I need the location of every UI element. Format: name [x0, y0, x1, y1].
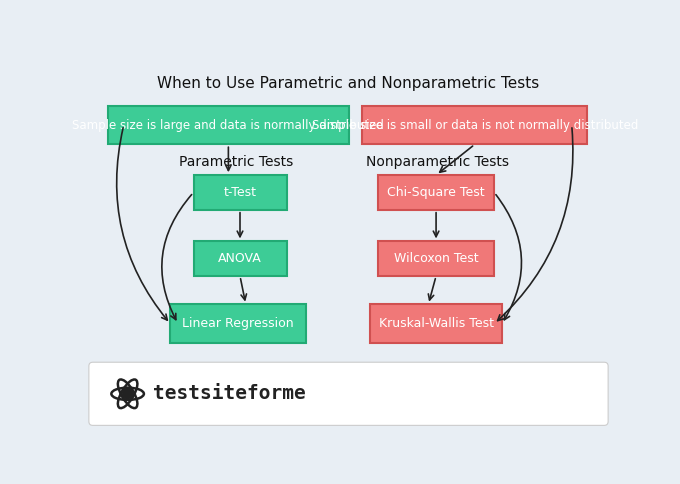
FancyBboxPatch shape: [89, 362, 608, 425]
FancyBboxPatch shape: [108, 106, 348, 144]
Text: When to Use Parametric and Nonparametric Tests: When to Use Parametric and Nonparametric…: [157, 76, 540, 91]
Text: Sample size is small or data is not normally distributed: Sample size is small or data is not norm…: [311, 119, 638, 132]
Text: t-Test: t-Test: [224, 186, 256, 199]
FancyBboxPatch shape: [194, 175, 286, 210]
FancyBboxPatch shape: [170, 304, 306, 343]
FancyBboxPatch shape: [378, 175, 494, 210]
Text: Chi-Square Test: Chi-Square Test: [388, 186, 485, 199]
Circle shape: [122, 388, 133, 399]
FancyBboxPatch shape: [194, 242, 286, 276]
Text: Parametric Tests: Parametric Tests: [179, 155, 293, 169]
Text: Linear Regression: Linear Regression: [182, 317, 294, 330]
FancyBboxPatch shape: [362, 106, 588, 144]
FancyBboxPatch shape: [370, 304, 502, 343]
Text: Kruskal-Wallis Test: Kruskal-Wallis Test: [379, 317, 494, 330]
Text: ANOVA: ANOVA: [218, 252, 262, 265]
Text: Nonparametric Tests: Nonparametric Tests: [366, 155, 509, 169]
Text: Sample size is large and data is normally distributed: Sample size is large and data is normall…: [73, 119, 384, 132]
FancyBboxPatch shape: [378, 242, 494, 276]
Text: Wilcoxon Test: Wilcoxon Test: [394, 252, 479, 265]
Text: testsiteforme: testsiteforme: [153, 384, 306, 403]
